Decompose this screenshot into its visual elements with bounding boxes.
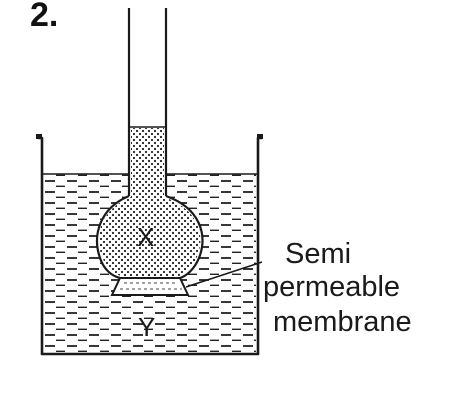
membrane-label-line3: membrane — [273, 306, 412, 338]
question-number: 2. — [30, 0, 59, 34]
membrane-leader-line — [185, 261, 263, 288]
label-y: Y — [138, 312, 156, 342]
beaker-rim-left — [36, 134, 42, 139]
label-x: X — [137, 222, 155, 252]
membrane-label-line2: permeable — [263, 271, 401, 303]
funnel-solution-x — [98, 128, 201, 276]
funnel-bulb-outline — [96, 194, 204, 280]
beaker-rim-right — [257, 134, 263, 139]
membrane-label-line1: Semi — [285, 238, 352, 270]
membrane-texture — [120, 282, 182, 290]
semi-permeable-membrane — [110, 277, 190, 296]
